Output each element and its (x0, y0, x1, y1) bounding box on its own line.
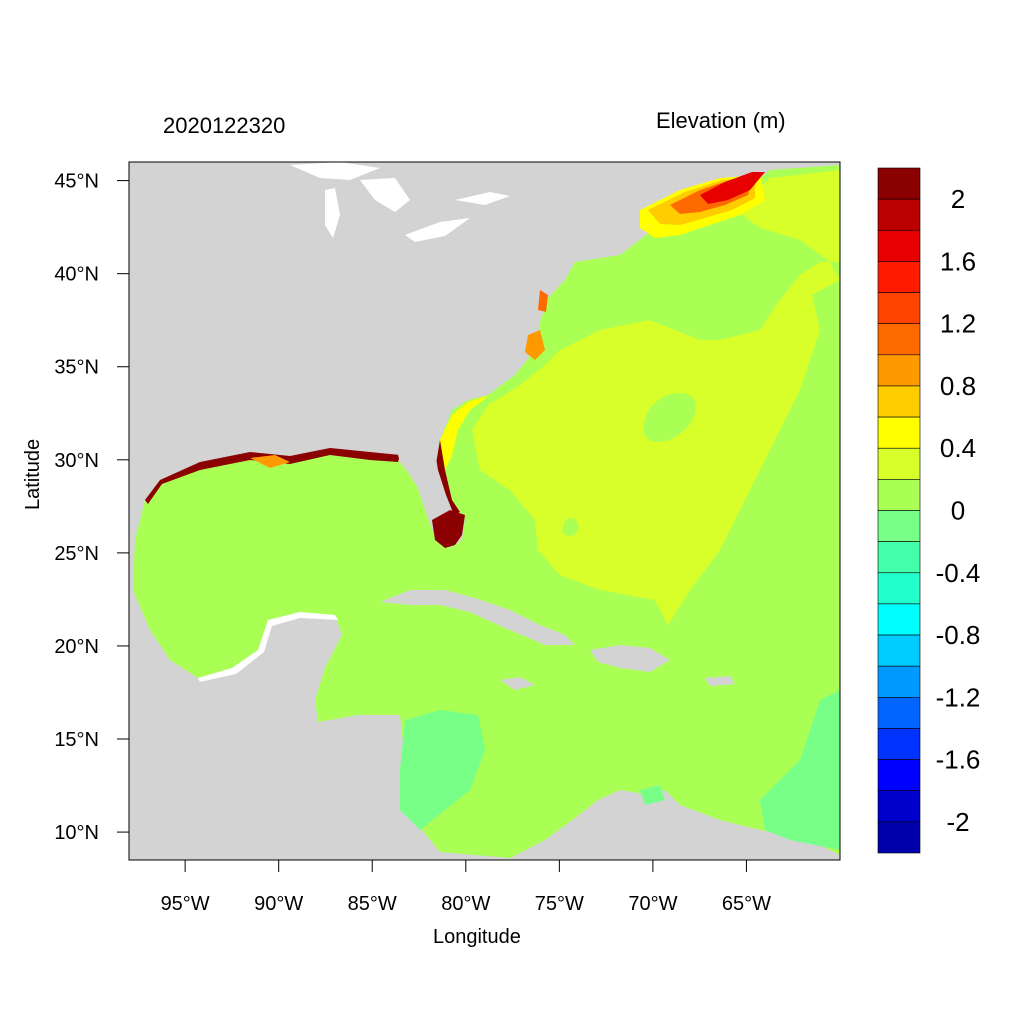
colorbar-swatch (877, 385, 921, 418)
colorbar-swatch (877, 229, 921, 262)
louisiana-coast-surge (250, 455, 290, 468)
colorbar-swatch (877, 759, 921, 792)
florida-peninsula (398, 440, 440, 520)
venezuela-shelf-low (640, 785, 665, 805)
chesapeake-surge (538, 290, 548, 312)
y-tick-label: 15°N (54, 729, 99, 751)
caribbean-negative-zone-east (760, 690, 840, 850)
lake-ontario (455, 192, 510, 205)
cuba (380, 590, 575, 645)
colorbar-label: -0.8 (936, 620, 981, 650)
colorbar-swatch (877, 572, 921, 605)
colorbar-swatch (877, 479, 921, 511)
colorbar-swatch (877, 665, 921, 698)
x-axis-ticks: 95°W 90°W 85°W 80°W 75°W 70°W 65°W (161, 860, 771, 915)
colorbar-swatch (877, 261, 921, 293)
colorbar-label: 0 (951, 496, 965, 526)
puerto-rico (705, 676, 735, 686)
colorbar-swatch (877, 697, 921, 729)
caribbean-negative-zone-west (400, 710, 485, 830)
colorbar-swatch (877, 354, 921, 387)
sargasso-pocket (643, 392, 696, 442)
colorbar-label: 0.4 (940, 433, 976, 463)
colorbar-swatch (877, 447, 921, 480)
x-tick-label: 90°W (254, 893, 303, 915)
colorbar-label: 2 (951, 184, 965, 214)
x-tick-label: 75°W (535, 893, 584, 915)
x-tick-label: 85°W (348, 893, 397, 915)
y-tick-label: 10°N (54, 822, 99, 844)
x-tick-label: 70°W (628, 893, 677, 915)
colorbar-label: 0.8 (940, 371, 976, 401)
pamlico-sound-surge (525, 330, 545, 360)
lake-superior (290, 162, 380, 180)
colorbar-label: 1.2 (940, 309, 976, 339)
y-tick-label: 40°N (54, 264, 99, 286)
colorbar-swatch (877, 821, 921, 854)
y-tick-label: 35°N (54, 357, 99, 379)
x-axis-label: Longitude (433, 926, 521, 948)
colorbar-swatch (877, 292, 921, 324)
colorbar-swatch (877, 728, 921, 760)
x-tick-label: 80°W (441, 893, 490, 915)
colorbar-swatch (877, 790, 921, 823)
y-tick-label: 20°N (54, 636, 99, 658)
lake-erie (405, 218, 470, 242)
colorbar-swatch (877, 603, 921, 636)
colorbar-swatch (877, 198, 921, 231)
map-variable-title: Elevation (m) (656, 108, 786, 133)
y-axis-ticks: 45°N 40°N 35°N 30°N 25°N 20°N 15°N 10°N (54, 171, 129, 844)
y-tick-label: 45°N (54, 171, 99, 193)
colorbar-swatch (877, 167, 921, 200)
plot-frame (128, 161, 841, 861)
lake-michigan (325, 188, 340, 238)
bahamas-pocket (562, 518, 579, 536)
east-florida-coast-surge (434, 440, 460, 515)
colorbar-label: -1.6 (936, 745, 981, 775)
colorbar: 2 1.6 1.2 0.8 0.4 0 -0.4 -0.8 -1.2 -1.6 -2 (877, 167, 981, 854)
y-tick-label: 25°N (54, 543, 99, 565)
atlantic-positive-zone (472, 170, 840, 625)
colorbar-label: -2 (946, 807, 969, 837)
y-tick-label: 30°N (54, 450, 99, 472)
northern-gulf-coast-surge (145, 448, 400, 504)
colorbar-label: -0.4 (936, 558, 981, 588)
map-plot-area (129, 162, 840, 860)
colorbar-swatch (877, 541, 921, 574)
hispaniola (590, 645, 670, 672)
south-florida-surge (432, 510, 465, 548)
colorbar-swatch (877, 416, 921, 449)
x-tick-label: 95°W (161, 893, 210, 915)
colorbar-label: -1.2 (936, 682, 981, 712)
map-timestamp-title: 2020122320 (163, 113, 286, 138)
x-tick-label: 65°W (722, 893, 771, 915)
colorbar-swatch (877, 634, 921, 667)
colorbar-swatch (877, 323, 921, 356)
colorbar-swatch (877, 510, 921, 542)
colorbar-label: 1.6 (940, 246, 976, 276)
carolina-coast-surge (440, 395, 490, 470)
gulf-of-maine-surge-peak (700, 172, 765, 204)
lake-huron (360, 178, 410, 212)
jamaica (500, 677, 535, 690)
yucatan-coast (198, 612, 338, 682)
